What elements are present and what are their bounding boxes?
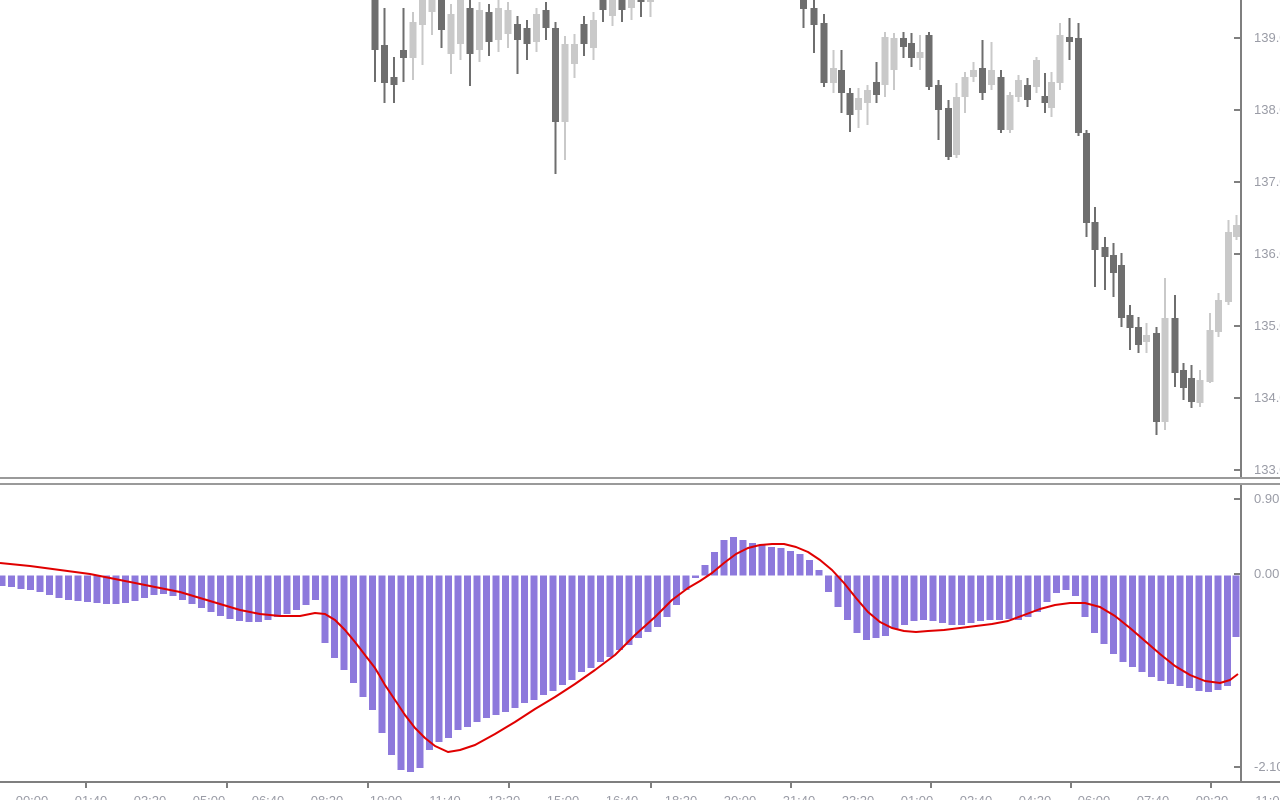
axis-tick [1234,181,1241,183]
time-axis-label: 06:00 [1078,794,1111,800]
time-axis-label: 16:40 [606,794,639,800]
axis-tick [1234,573,1241,575]
price-axis-label: -2.10 [1254,759,1280,774]
time-axis-label: 15:00 [547,794,580,800]
time-axis-label: 18:20 [665,794,698,800]
price-axis-border [1240,0,1242,783]
time-axis-tick [367,783,369,788]
time-axis-label: 10:00 [370,794,403,800]
price-chart-panel[interactable] [0,0,1280,479]
panel-separator[interactable] [0,477,1280,485]
price-axis-label: 135.00 [1254,318,1280,333]
time-axis-tick [85,783,87,788]
axis-tick [1234,109,1241,111]
axis-tick [1234,766,1241,768]
axis-tick [1234,469,1241,471]
time-axis-tick [508,783,510,788]
time-axis-label: 13:20 [488,794,521,800]
macd-histogram-layer [0,537,1240,772]
time-axis-label: 08:20 [311,794,344,800]
time-axis-label: 01:00 [901,794,934,800]
axis-tick [1234,397,1241,399]
time-axis-tick [226,783,228,788]
time-axis-label: 05:00 [193,794,226,800]
time-axis-label: 07:40 [1137,794,1170,800]
time-axis-label: 09:20 [1196,794,1229,800]
time-axis-label: 06:40 [252,794,285,800]
time-axis-label: 01:40 [75,794,108,800]
price-axis-label: 133.00 [1254,462,1280,477]
time-axis-tick [1210,783,1212,788]
time-axis-tick [650,783,652,788]
time-axis-label: 23:20 [842,794,875,800]
time-axis-label: 21:40 [783,794,816,800]
macd-signal-line [0,543,1239,753]
axis-tick [1234,498,1241,500]
time-axis-label: 11:40 [429,794,461,800]
time-axis-labels: 00:00 01:40 03:20 05:00 06:40 08:20 10:00 11:40… [0,793,1280,800]
time-axis-label: 02:40 [960,794,993,800]
macd-indicator-panel[interactable] [0,486,1280,782]
price-axis-label: 137.00 [1254,174,1280,189]
time-axis-label: 03:20 [134,794,167,800]
price-axis-label: 134.00 [1254,390,1280,405]
axis-tick [1234,325,1241,327]
time-axis-label: 00:00 [16,794,49,800]
axis-tick [1234,253,1241,255]
time-axis-tick [930,783,932,788]
time-axis-tick [1070,783,1072,788]
time-axis-label: 20:00 [724,794,757,800]
price-axis-label: 0.90 [1254,491,1280,506]
axis-tick [1234,37,1241,39]
price-axis-label: 139.00 [1254,30,1280,45]
time-axis-tick [790,783,792,788]
time-axis-label: 04:20 [1019,794,1052,800]
candles-layer [371,0,1240,435]
price-axis-label: 138.00 [1254,102,1280,117]
time-axis[interactable] [0,781,1280,783]
price-axis-label: 136.00 [1254,246,1280,261]
time-axis-label: 11:00 [1255,794,1280,800]
price-axis-label: 0.00 [1254,566,1280,581]
